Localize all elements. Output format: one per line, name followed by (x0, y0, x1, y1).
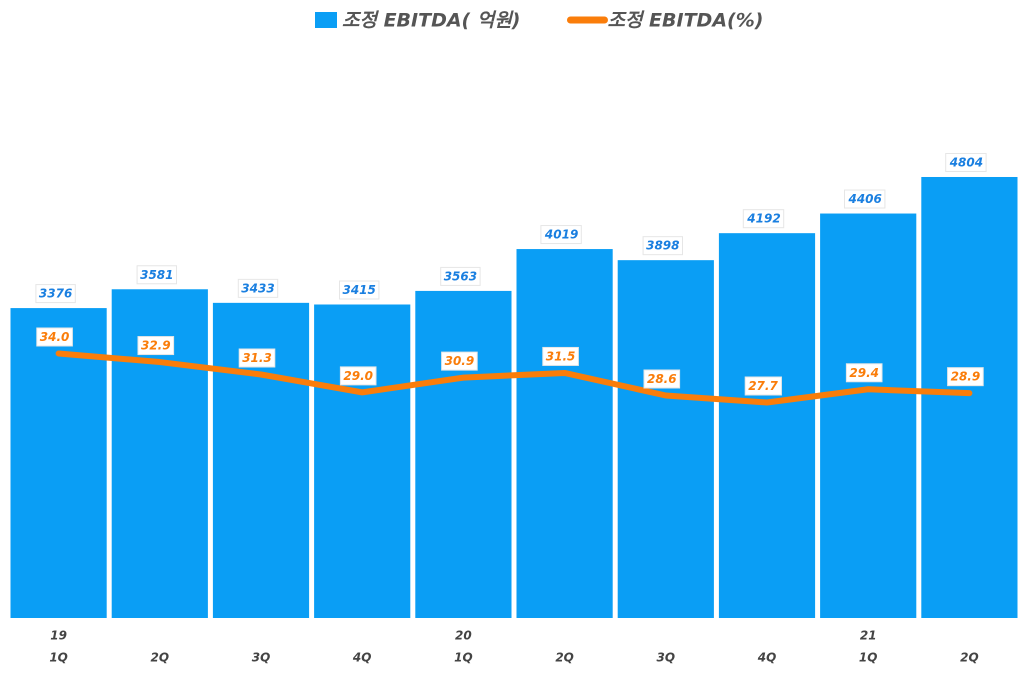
bar-value-label-box (642, 236, 684, 256)
bar (820, 213, 917, 618)
x-tick-label: 2Q (555, 651, 574, 665)
bar (10, 308, 107, 618)
bar-value-label: 4804 (949, 155, 983, 169)
bar-value-label-box (843, 189, 886, 209)
line-value-label-box (947, 367, 984, 387)
bar-value-label: 4019 (544, 228, 578, 242)
line-value-label: 29.4 (849, 366, 879, 380)
line-value-label-box (643, 369, 681, 389)
line-value-label: 27.7 (748, 379, 778, 393)
bar (516, 249, 613, 619)
x-tick-label: 4Q (757, 651, 777, 665)
bar-value-label: 3415 (342, 283, 375, 297)
bar (718, 233, 816, 619)
line-value-label-box (441, 351, 478, 371)
line-value-label: 30.9 (445, 354, 475, 368)
legend-label: 조정 EBITDA(%) (607, 10, 763, 32)
line-value-label-box (542, 346, 579, 366)
bar-value-label: 3376 (39, 287, 72, 301)
bar-value-label: 3433 (241, 281, 274, 295)
line-value-label-box (339, 366, 377, 386)
bar-value-label: 4406 (847, 192, 881, 206)
bar-value-label: 3581 (140, 268, 173, 282)
bar-value-label: 3563 (444, 269, 477, 283)
x-tick-label: 1Q (454, 651, 473, 665)
bar (921, 176, 1018, 618)
bar (314, 304, 411, 618)
bar-value-label-box (237, 278, 279, 298)
line-value-label-box (137, 336, 175, 356)
x-tick-label: 4Q (352, 651, 372, 665)
line (55, 350, 973, 406)
line-value-label: 31.3 (242, 351, 272, 365)
bar-value-label-box (338, 280, 380, 300)
line-value-label-box (36, 327, 73, 347)
line-value-label: 32.9 (141, 339, 171, 353)
line-value-label: 28.6 (647, 372, 677, 386)
line-value-label: 34.0 (40, 330, 70, 344)
bar-value-label: 3898 (646, 239, 679, 253)
bar-value-label-box (540, 225, 582, 245)
x-tick-label: 2Q (151, 651, 170, 665)
x-tick-label: 3Q (252, 651, 271, 665)
bar (617, 260, 714, 618)
line-value-label: 28.9 (951, 370, 981, 384)
x-tick-label: 1Q (859, 651, 878, 665)
line-value-label: 31.5 (546, 349, 576, 363)
bar-value-label-box (136, 265, 178, 285)
line-value-label: 29.0 (343, 369, 373, 383)
line-value-label-box (238, 348, 276, 368)
line-value-label-box (845, 363, 883, 383)
x-tick-label: 21 (860, 629, 877, 643)
bar-value-label-box (35, 284, 76, 304)
bar-value-label-box (742, 209, 785, 229)
x-tick-label: 20 (455, 629, 472, 643)
bar (415, 290, 512, 618)
bar-value-label-box (945, 152, 987, 172)
bar-value-label-box (440, 266, 481, 286)
x-tick-label: 2Q (960, 651, 979, 665)
legend-label: 조정 EBITDA( 억원) (342, 10, 520, 32)
bar-value-label: 4192 (746, 212, 780, 226)
line-value-label-box (744, 376, 782, 396)
legend-swatch (315, 12, 337, 28)
x-tick-label: 3Q (657, 651, 676, 665)
x-tick-label: 1Q (49, 651, 68, 665)
x-tick-label: 19 (50, 629, 67, 643)
